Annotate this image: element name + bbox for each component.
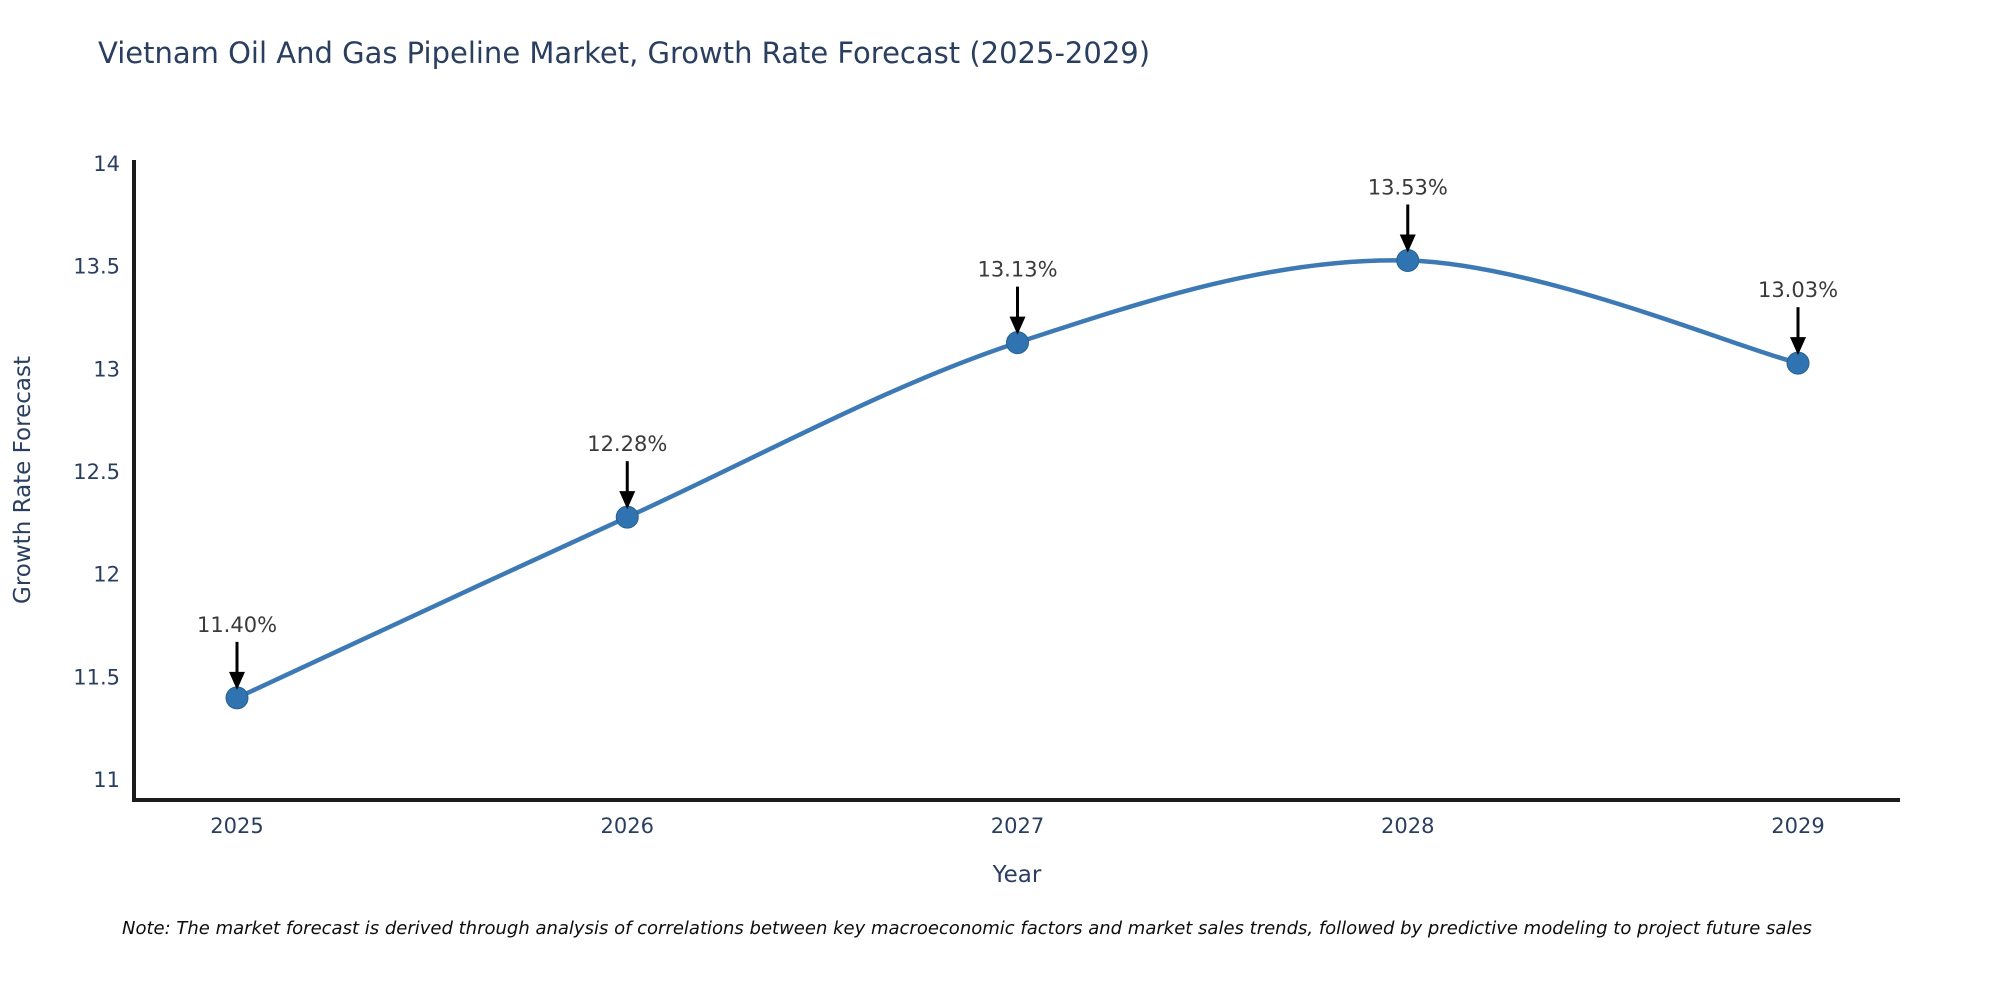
- annotation-arrow-head: [1790, 337, 1806, 356]
- y-tick-label: 14: [93, 152, 120, 176]
- x-tick-label: 2025: [210, 814, 263, 838]
- data-point-marker: [1396, 249, 1420, 273]
- x-axis-title: Year: [992, 862, 1042, 888]
- y-tick-label: 12.5: [73, 460, 120, 484]
- annotation-arrow-head: [229, 671, 245, 690]
- x-tick-label: 2029: [1771, 814, 1824, 838]
- data-point-marker: [1786, 351, 1810, 375]
- annotation-label: 13.03%: [1758, 278, 1838, 302]
- y-tick-label: 13.5: [73, 255, 120, 279]
- annotation-label: 13.53%: [1368, 176, 1448, 200]
- annotation-label: 11.40%: [197, 613, 277, 637]
- chart-title: Vietnam Oil And Gas Pipeline Market, Gro…: [98, 36, 1151, 70]
- y-tick-label: 13: [93, 357, 120, 381]
- data-point-marker: [225, 686, 249, 710]
- annotation-label: 12.28%: [587, 432, 667, 456]
- data-point-marker: [1006, 331, 1029, 355]
- footnote: Note: The market forecast is derived thr…: [122, 918, 1812, 939]
- annotation-arrow-head: [619, 491, 636, 510]
- x-tick-label: 2026: [601, 814, 654, 838]
- y-tick-label: 12: [93, 563, 120, 587]
- annotation-arrow-head: [1399, 234, 1416, 253]
- y-tick-label: 11: [93, 768, 120, 792]
- y-axis-title: Growth Rate Forecast: [10, 356, 36, 604]
- data-point-marker: [615, 505, 639, 529]
- annotation-arrow-head: [1009, 316, 1026, 335]
- y-tick-label: 11.5: [73, 665, 120, 689]
- x-tick-label: 2028: [1381, 814, 1434, 838]
- annotation-label: 13.13%: [977, 258, 1057, 282]
- x-tick-label: 2027: [991, 814, 1044, 838]
